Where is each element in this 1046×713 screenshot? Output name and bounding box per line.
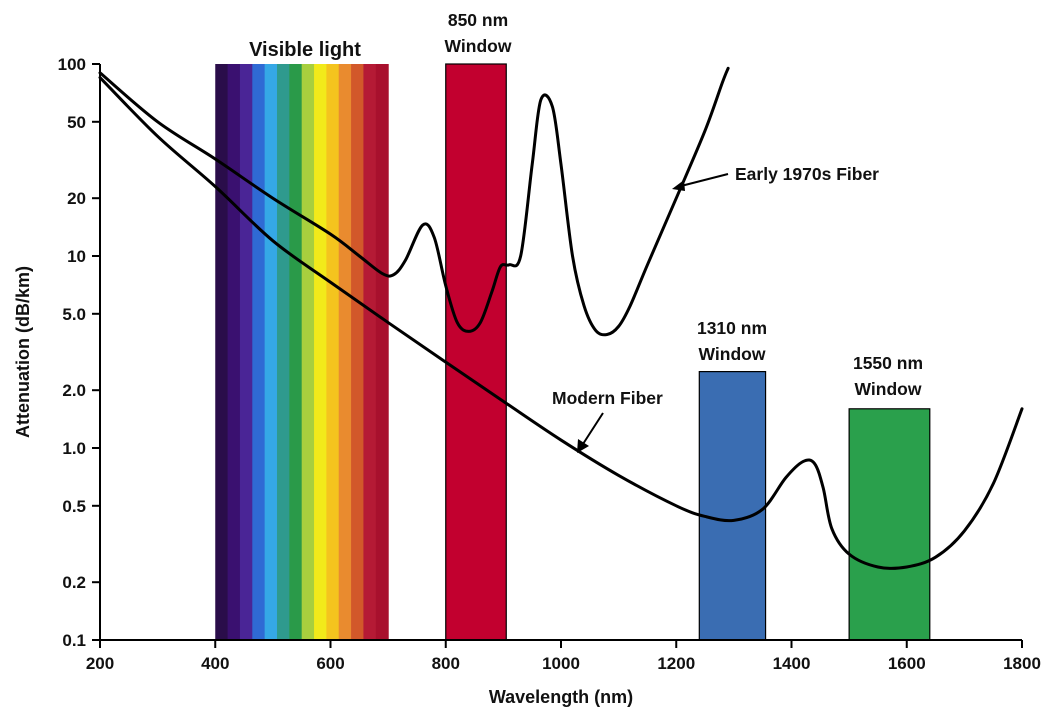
y-axis-label: Attenuation (dB/km) [13,266,33,438]
window-1550-label-line1: 1550 nm [853,353,923,373]
x-tick-label: 1000 [542,654,580,673]
visible-light-stripe [239,64,253,640]
x-tick-label: 200 [86,654,114,673]
x-tick-label: 1200 [657,654,695,673]
visible-light-stripe [227,64,241,640]
y-tick-label: 1.0 [62,439,86,458]
window-1310-label-line2: Window [699,344,766,364]
x-tick-label: 400 [201,654,229,673]
x-axis-label: Wavelength (nm) [489,687,633,707]
y-tick-label: 0.1 [62,631,86,650]
1310-nm-window-band [698,370,767,641]
window-1550-label-line2: Window [855,379,922,399]
modern-fiber-arrowhead [577,439,589,453]
visible-light-stripe [338,64,352,640]
early-fiber-arrowhead [672,180,685,191]
wavelength-bands [215,63,931,641]
window-850-label-line2: Window [445,36,512,56]
visible-light-stripe [264,64,278,640]
visible-light-stripe [252,64,266,640]
visible-light-stripe [351,64,365,640]
visible-light-stripe [375,64,389,640]
visible-light-stripe [301,64,315,640]
window-850-label-line1: 850 nm [448,10,508,30]
y-tick-label: 10 [67,247,86,266]
y-tick-label: 2.0 [62,381,86,400]
modern-fiber-curve [98,76,1024,570]
visible-light-stripe [314,64,327,640]
x-tick-label: 600 [316,654,344,673]
visible-light-stripe [326,64,340,640]
y-tick-label: 5.0 [62,305,86,324]
850-nm-window-band [445,63,507,641]
x-tick-label: 1400 [773,654,811,673]
fiber-curves [98,66,1024,570]
axis-ticks: 200 400 600 800 1000 1200 1400 1600 1800 100 50 20 1… [58,55,1041,673]
x-tick-label: 1600 [888,654,926,673]
modern-fiber-pointer [582,412,604,445]
visible-light-stripe [215,64,229,640]
x-tick-label: 800 [432,654,460,673]
early-fiber-pointer [680,173,729,187]
visible-light-label: Visible light [249,39,361,61]
y-tick-label: 0.5 [62,497,86,516]
y-tick-label: 20 [67,189,86,208]
window-1310-label-line1: 1310 nm [697,318,767,338]
visible-light-stripe [276,64,290,640]
early-fiber-label: Early 1970s Fiber [735,164,879,184]
x-tick-label: 1800 [1003,654,1041,673]
visible-light-stripe [363,64,377,640]
modern-fiber-label: Modern Fiber [552,388,663,408]
early-1970s-fiber-curve [98,66,730,337]
visible-light-stripe [289,64,303,640]
1550-nm-window-band [848,408,931,641]
y-tick-label: 100 [58,55,86,74]
y-tick-label: 50 [67,113,86,132]
y-tick-label: 0.2 [62,573,86,592]
